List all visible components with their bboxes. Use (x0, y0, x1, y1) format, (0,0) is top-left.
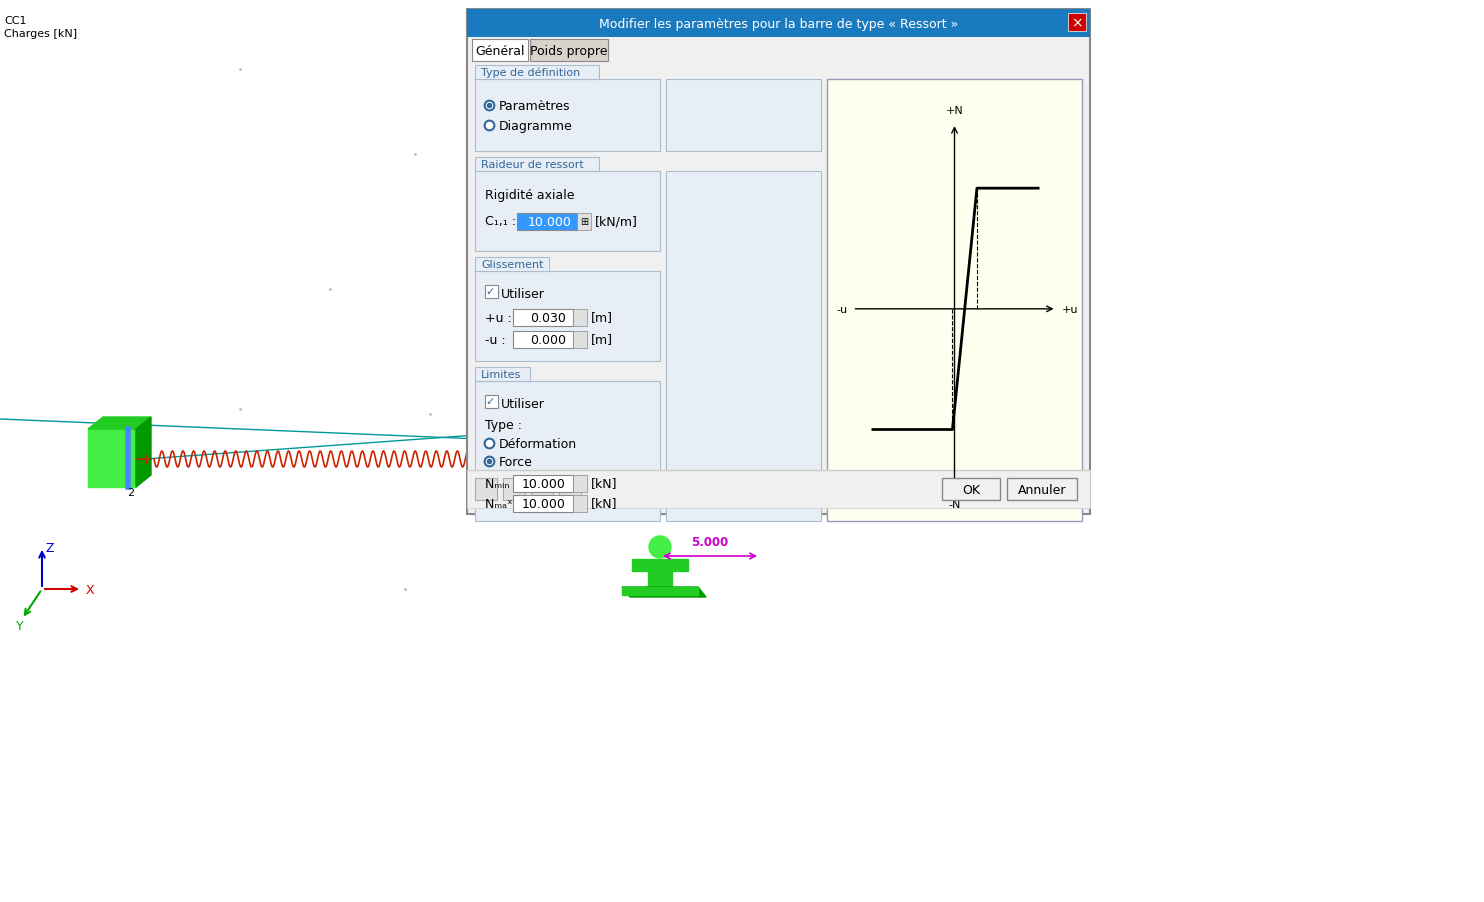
Text: [m]: [m] (591, 333, 613, 346)
Bar (573, 495, 588, 512)
Text: [kN]: [kN] (591, 497, 617, 510)
Bar (475, 272, 660, 362)
Bar (475, 382, 660, 521)
Circle shape (649, 537, 671, 558)
Bar (513, 475, 573, 492)
Bar (475, 478, 497, 501)
Bar (475, 368, 530, 382)
Bar (531, 478, 554, 501)
Text: C₁,₁ :: C₁,₁ : (485, 216, 516, 228)
Text: Annuler: Annuler (1018, 483, 1066, 496)
Text: 10.000: 10.000 (522, 497, 565, 510)
Text: ×: × (1071, 16, 1083, 30)
Bar (666, 80, 821, 152)
Text: Utiliser: Utiliser (502, 397, 545, 410)
Bar (1008, 478, 1077, 501)
Text: Rigidité axiale: Rigidité axiale (485, 189, 574, 202)
Bar (475, 158, 598, 171)
Text: [kN/m]: [kN/m] (595, 216, 638, 228)
Bar (472, 40, 528, 62)
Bar (530, 40, 608, 62)
Text: [m]: [m] (591, 311, 613, 324)
Bar (573, 475, 588, 492)
Bar (559, 478, 582, 501)
Text: Poids propre: Poids propre (530, 44, 608, 58)
Polygon shape (632, 559, 689, 571)
Text: Nₘᵢₙ :: Nₘᵢₙ : (485, 477, 518, 490)
Bar (467, 471, 1091, 509)
Bar (485, 396, 499, 409)
Text: Raideur de ressort: Raideur de ressort (481, 160, 583, 170)
Text: Modifier les paramètres pour la barre de type « Ressort »: Modifier les paramètres pour la barre de… (600, 17, 959, 31)
Polygon shape (622, 587, 706, 597)
Bar (942, 478, 1000, 501)
Text: +u :: +u : (485, 311, 512, 324)
Bar (475, 258, 549, 272)
Bar (513, 332, 573, 348)
Text: CC1
Charges [kN]: CC1 Charges [kN] (4, 16, 77, 39)
Polygon shape (88, 418, 151, 429)
Bar (467, 10, 1091, 38)
Text: Paramètres: Paramètres (499, 99, 570, 113)
Polygon shape (622, 587, 697, 595)
Bar (516, 214, 577, 231)
Polygon shape (649, 571, 672, 587)
Text: 2: 2 (128, 487, 135, 497)
Bar (573, 332, 588, 348)
Text: 0.000: 0.000 (530, 333, 565, 346)
Text: +N: +N (945, 106, 963, 116)
Text: -N: -N (948, 500, 960, 510)
Bar (573, 309, 588, 327)
Text: +u: +u (1061, 305, 1077, 315)
Text: Type :: Type : (485, 419, 522, 432)
Bar (485, 286, 499, 299)
Text: Déformation: Déformation (499, 437, 577, 450)
Text: ✓: ✓ (485, 397, 494, 407)
Bar (513, 495, 573, 512)
Bar (475, 80, 660, 152)
Text: Y: Y (16, 619, 24, 631)
Polygon shape (137, 418, 151, 487)
Text: 5.000: 5.000 (692, 536, 729, 548)
Text: ✓: ✓ (485, 287, 494, 297)
Bar (1068, 14, 1086, 32)
Text: Nₘₐˣ :: Nₘₐˣ : (485, 497, 521, 510)
Text: Force: Force (499, 455, 533, 468)
Bar (827, 80, 1082, 521)
Text: 10.000: 10.000 (522, 477, 565, 490)
Bar (577, 214, 591, 231)
Text: [kN]: [kN] (591, 477, 617, 490)
Text: Général: Général (475, 44, 525, 58)
Bar (513, 309, 573, 327)
Text: Z: Z (45, 541, 53, 555)
Bar (475, 66, 598, 80)
Text: -u: -u (837, 305, 847, 315)
Text: 10.000: 10.000 (528, 216, 571, 228)
Bar (467, 10, 1091, 514)
Bar (503, 478, 525, 501)
Text: ⊞: ⊞ (580, 216, 588, 226)
Text: OK: OK (962, 483, 979, 496)
Text: X: X (86, 583, 95, 596)
Text: Glissement: Glissement (481, 260, 543, 270)
Text: 0.030: 0.030 (530, 311, 565, 324)
Text: Type de définition: Type de définition (481, 68, 580, 78)
Text: Utiliser: Utiliser (502, 287, 545, 300)
Text: Limites: Limites (481, 370, 521, 380)
Bar (475, 171, 660, 252)
Text: -u :: -u : (485, 333, 506, 346)
Text: Diagramme: Diagramme (499, 119, 573, 133)
Polygon shape (88, 429, 137, 487)
Bar (666, 171, 821, 521)
